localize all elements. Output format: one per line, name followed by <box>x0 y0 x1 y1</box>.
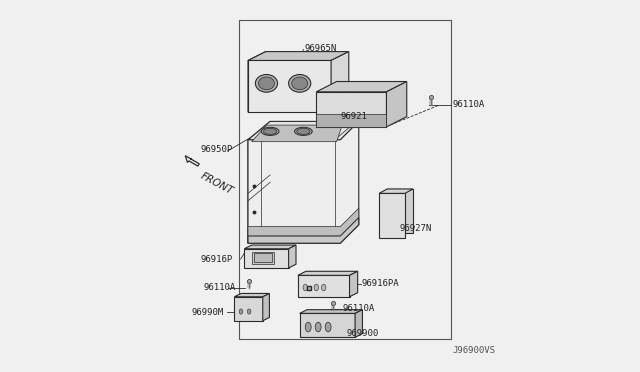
Polygon shape <box>387 189 413 233</box>
Text: 96965N: 96965N <box>305 44 337 53</box>
Text: J96900VS: J96900VS <box>452 346 495 355</box>
Polygon shape <box>244 245 296 249</box>
Polygon shape <box>300 313 355 337</box>
Ellipse shape <box>294 127 312 135</box>
Polygon shape <box>387 81 407 127</box>
Ellipse shape <box>305 322 311 332</box>
Polygon shape <box>253 253 272 262</box>
Ellipse shape <box>303 284 307 291</box>
Text: FRONT: FRONT <box>199 171 236 197</box>
Ellipse shape <box>261 127 279 135</box>
Ellipse shape <box>321 284 326 291</box>
Polygon shape <box>379 189 413 193</box>
Text: 96110A: 96110A <box>343 304 375 313</box>
Ellipse shape <box>316 322 321 332</box>
Polygon shape <box>289 245 296 268</box>
Text: 96110A: 96110A <box>204 283 236 292</box>
Text: 96927N: 96927N <box>399 224 431 233</box>
Polygon shape <box>298 275 349 297</box>
Polygon shape <box>300 310 362 313</box>
Text: 96921: 96921 <box>340 112 367 121</box>
Ellipse shape <box>297 128 310 134</box>
Ellipse shape <box>289 74 311 92</box>
Ellipse shape <box>264 128 277 134</box>
Polygon shape <box>355 310 362 337</box>
Ellipse shape <box>259 77 275 90</box>
Polygon shape <box>316 114 387 127</box>
Polygon shape <box>248 121 270 243</box>
Bar <box>239 20 451 339</box>
Polygon shape <box>248 217 359 243</box>
Polygon shape <box>248 208 359 236</box>
Polygon shape <box>248 52 349 61</box>
Polygon shape <box>263 294 269 321</box>
Polygon shape <box>248 121 359 140</box>
Polygon shape <box>316 81 407 92</box>
Polygon shape <box>252 252 274 264</box>
Ellipse shape <box>255 74 278 92</box>
Text: 96110A: 96110A <box>452 100 484 109</box>
Ellipse shape <box>314 284 319 291</box>
Ellipse shape <box>292 77 308 90</box>
Ellipse shape <box>247 309 251 314</box>
Polygon shape <box>316 92 387 127</box>
Polygon shape <box>234 294 269 297</box>
Polygon shape <box>379 193 405 238</box>
Polygon shape <box>244 249 289 268</box>
Polygon shape <box>248 52 266 112</box>
Text: 96916PA: 96916PA <box>362 279 399 288</box>
Polygon shape <box>234 297 263 321</box>
Polygon shape <box>248 61 331 112</box>
Text: 969900: 969900 <box>347 329 380 338</box>
Polygon shape <box>252 125 342 142</box>
Ellipse shape <box>239 309 243 314</box>
Polygon shape <box>248 121 359 243</box>
Text: 96950P: 96950P <box>200 145 232 154</box>
Polygon shape <box>298 271 358 275</box>
Polygon shape <box>185 156 199 166</box>
Text: 96990M: 96990M <box>191 308 224 317</box>
Ellipse shape <box>325 322 331 332</box>
Polygon shape <box>349 271 358 297</box>
Polygon shape <box>331 52 349 112</box>
Text: 96916P: 96916P <box>200 254 232 264</box>
